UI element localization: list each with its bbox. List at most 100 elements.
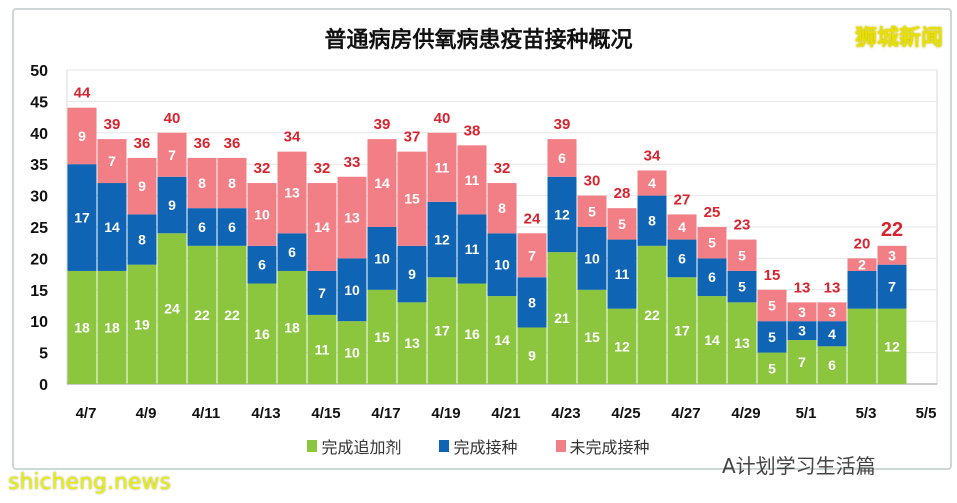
bar-segment [247,183,277,246]
x-tick-label: 4/25 [611,405,640,422]
y-tick-label: 35 [30,157,48,174]
bar-segment [367,289,397,384]
segment-label: 5 [768,298,776,314]
x-tick-label: 4/23 [551,405,580,422]
total-label: 36 [134,135,151,152]
bar-segment [547,176,577,253]
bar-segment [847,308,877,384]
bar-segment [847,270,877,309]
legend-item-complete: 完成接种 [439,434,518,458]
segment-label: 11 [315,341,330,357]
segment-label: 12 [884,338,900,354]
segment-label: 8 [228,175,236,191]
bar-segment [487,233,517,297]
segment-label: 12 [554,206,570,222]
segment-label: 6 [228,219,236,235]
bar-segment [757,321,787,353]
bar-segment [127,157,157,215]
segment-label: 8 [198,175,206,191]
segment-label: 4 [678,219,686,235]
segment-label: 18 [74,319,90,335]
legend-label: 未完成接种 [569,438,650,457]
segment-label: 7 [528,247,536,263]
segment-label: 16 [464,326,480,342]
total-label: 37 [404,129,421,146]
bar-segment [787,321,817,341]
segment-label: 13 [734,335,750,351]
bar-segment [187,208,217,246]
bar-segment [217,245,247,384]
x-tick-label: 4/9 [136,405,157,422]
bar-segment [607,208,637,240]
bar-segment [457,283,487,384]
total-label: 13 [824,279,841,296]
bar-segment [67,164,97,271]
y-tick-label: 40 [30,126,48,143]
bar-segment [427,277,457,384]
segment-label: 10 [374,250,390,266]
bar-segment [487,183,517,234]
y-tick-label: 5 [39,346,48,363]
bar-segment [667,214,697,240]
segment-label: 14 [704,332,720,348]
segment-label: 7 [798,354,806,370]
segment-label: 10 [494,257,510,273]
segment-label: 9 [168,197,176,213]
segment-label: 7 [168,147,176,163]
total-label: 33 [344,154,361,171]
segment-label: 15 [404,191,420,207]
bar-segment [637,195,667,246]
segment-label: 9 [408,266,416,282]
x-tick-label: 4/29 [731,405,760,422]
segment-label: 2 [858,257,866,273]
segment-label: 14 [314,219,330,235]
bar-segment [277,233,307,271]
bar-segment [217,157,247,209]
bar-segment [427,201,457,278]
legend-label: 完成追加剂 [321,438,402,457]
total-label: 27 [674,191,691,208]
total-label: 39 [104,116,121,133]
bar-segment [97,270,127,384]
bar-segment [307,270,337,315]
bar-segment [667,239,697,278]
segment-label: 19 [134,316,150,332]
chart-title: 普通病房供氧病患疫苗接种概况 [324,28,633,53]
total-label: 23 [734,217,751,234]
segment-label: 4 [828,326,836,342]
bar-segment [727,302,757,384]
segment-label: 3 [798,323,806,339]
segment-label: 8 [528,294,536,310]
bar-segment [97,139,127,184]
segment-label: 9 [138,178,146,194]
segment-label: 7 [318,285,326,301]
segment-label: 22 [644,307,660,323]
segment-label: 6 [258,257,266,273]
segment-label: 3 [888,247,896,263]
segment-label: 11 [465,172,480,188]
y-tick-label: 10 [30,314,48,331]
bar-segment [877,264,907,309]
bar-segment [517,233,547,278]
segment-label: 5 [588,203,596,219]
bar-segment [397,151,427,246]
segment-label: 22 [194,307,210,323]
legend-item-booster: 完成追加剂 [307,434,401,458]
segment-label: 14 [494,332,510,348]
bar-segment [637,170,667,196]
segment-label: 13 [344,210,360,226]
segment-label: 5 [738,279,746,295]
bar-segment [217,208,247,246]
bar-segment [847,258,877,271]
segment-label: 7 [888,279,896,295]
bar-segment [517,277,547,328]
segment-label: 5 [708,235,716,251]
total-label: 34 [644,147,661,164]
segment-label: 10 [344,345,360,361]
bar-segment [67,107,97,165]
bar-segment [637,245,667,384]
bar-segment [367,227,397,290]
bar-segment [607,308,637,384]
bar-segment [337,258,367,322]
x-tick-label: 4/19 [431,405,460,422]
